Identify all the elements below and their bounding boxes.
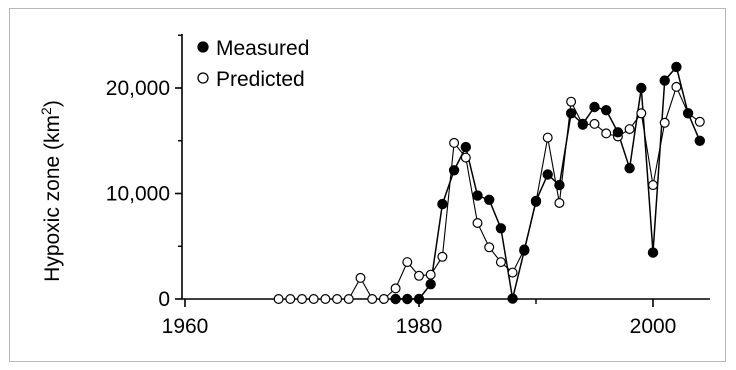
measured-point bbox=[695, 136, 704, 145]
predicted-point bbox=[567, 97, 576, 106]
measured-point bbox=[625, 164, 634, 173]
predicted-point bbox=[660, 118, 669, 127]
y-tick-label: 0 bbox=[158, 288, 170, 311]
chart-frame: 0 10,000 20,000 1960 1980 2000 Hypoxic zone (… bbox=[9, 8, 726, 362]
predicted-point bbox=[555, 199, 564, 208]
predicted-point bbox=[672, 83, 681, 92]
predicted-point bbox=[438, 252, 447, 261]
series-lines bbox=[279, 67, 700, 299]
predicted-point bbox=[450, 139, 459, 148]
predicted-point bbox=[356, 274, 365, 283]
predicted-point bbox=[543, 133, 552, 142]
measured-point bbox=[414, 294, 423, 303]
measured-point bbox=[403, 294, 412, 303]
y-tick-label: 10,000 bbox=[106, 183, 170, 206]
legend-marker-measured bbox=[198, 42, 208, 52]
predicted-point bbox=[380, 295, 389, 304]
predicted-point bbox=[637, 109, 646, 118]
y-axis-title-suffix: ) bbox=[41, 100, 64, 107]
predicted-point bbox=[695, 117, 704, 126]
legend-label-predicted: Predicted bbox=[216, 68, 305, 91]
predicted-point bbox=[485, 243, 494, 252]
measured-point bbox=[602, 106, 611, 115]
predicted-point bbox=[309, 295, 318, 304]
predicted-point bbox=[344, 295, 353, 304]
predicted-point bbox=[461, 153, 470, 162]
y-tick-label: 20,000 bbox=[106, 77, 170, 100]
predicted-point bbox=[473, 219, 482, 228]
line-chart: 0 10,000 20,000 1960 1980 2000 Hypoxic zone (… bbox=[10, 9, 727, 363]
measured-point bbox=[637, 83, 646, 92]
y-axis-title: Hypoxic zone (km2) bbox=[38, 100, 64, 282]
measured-point bbox=[660, 76, 669, 85]
x-tick-label: 1960 bbox=[162, 315, 209, 338]
series-line-predicted bbox=[279, 87, 700, 299]
legend: Measured Predicted bbox=[198, 37, 309, 91]
x-tick-label: 1980 bbox=[396, 315, 443, 338]
measured-point bbox=[672, 62, 681, 71]
y-axis-title-superscript: 2 bbox=[38, 107, 54, 115]
measured-point bbox=[508, 294, 517, 303]
predicted-point bbox=[298, 295, 307, 304]
predicted-point bbox=[497, 258, 506, 267]
x-tick-label: 2000 bbox=[630, 315, 677, 338]
predicted-point bbox=[286, 295, 295, 304]
measured-point bbox=[473, 191, 482, 200]
measured-point bbox=[684, 109, 693, 118]
measured-point bbox=[531, 196, 540, 205]
measured-point bbox=[613, 128, 622, 137]
predicted-point bbox=[602, 129, 611, 138]
predicted-point bbox=[391, 284, 400, 293]
measured-point bbox=[520, 246, 529, 255]
measured-point bbox=[648, 248, 657, 257]
predicted-point bbox=[415, 271, 424, 280]
predicted-point bbox=[625, 125, 634, 134]
predicted-point bbox=[426, 270, 435, 279]
measured-point bbox=[543, 170, 552, 179]
predicted-point bbox=[368, 295, 377, 304]
measured-point bbox=[567, 109, 576, 118]
predicted-point bbox=[508, 268, 517, 277]
legend-label-measured: Measured bbox=[216, 37, 309, 60]
predicted-point bbox=[403, 258, 412, 267]
measured-point bbox=[485, 195, 494, 204]
measured-point bbox=[426, 280, 435, 289]
measured-point bbox=[450, 166, 459, 175]
measured-point bbox=[461, 143, 470, 152]
predicted-point bbox=[590, 120, 599, 129]
predicted-point bbox=[274, 295, 283, 304]
measured-point bbox=[590, 102, 599, 111]
predicted-point bbox=[649, 181, 658, 190]
y-axis-title-main: Hypoxic zone (km bbox=[41, 115, 64, 282]
predicted-point bbox=[333, 295, 342, 304]
measured-point bbox=[578, 119, 587, 128]
measured-point bbox=[555, 181, 564, 190]
measured-point bbox=[391, 294, 400, 303]
predicted-point bbox=[321, 295, 330, 304]
legend-marker-predicted bbox=[198, 73, 208, 83]
measured-point bbox=[496, 224, 505, 233]
measured-point bbox=[438, 200, 447, 209]
